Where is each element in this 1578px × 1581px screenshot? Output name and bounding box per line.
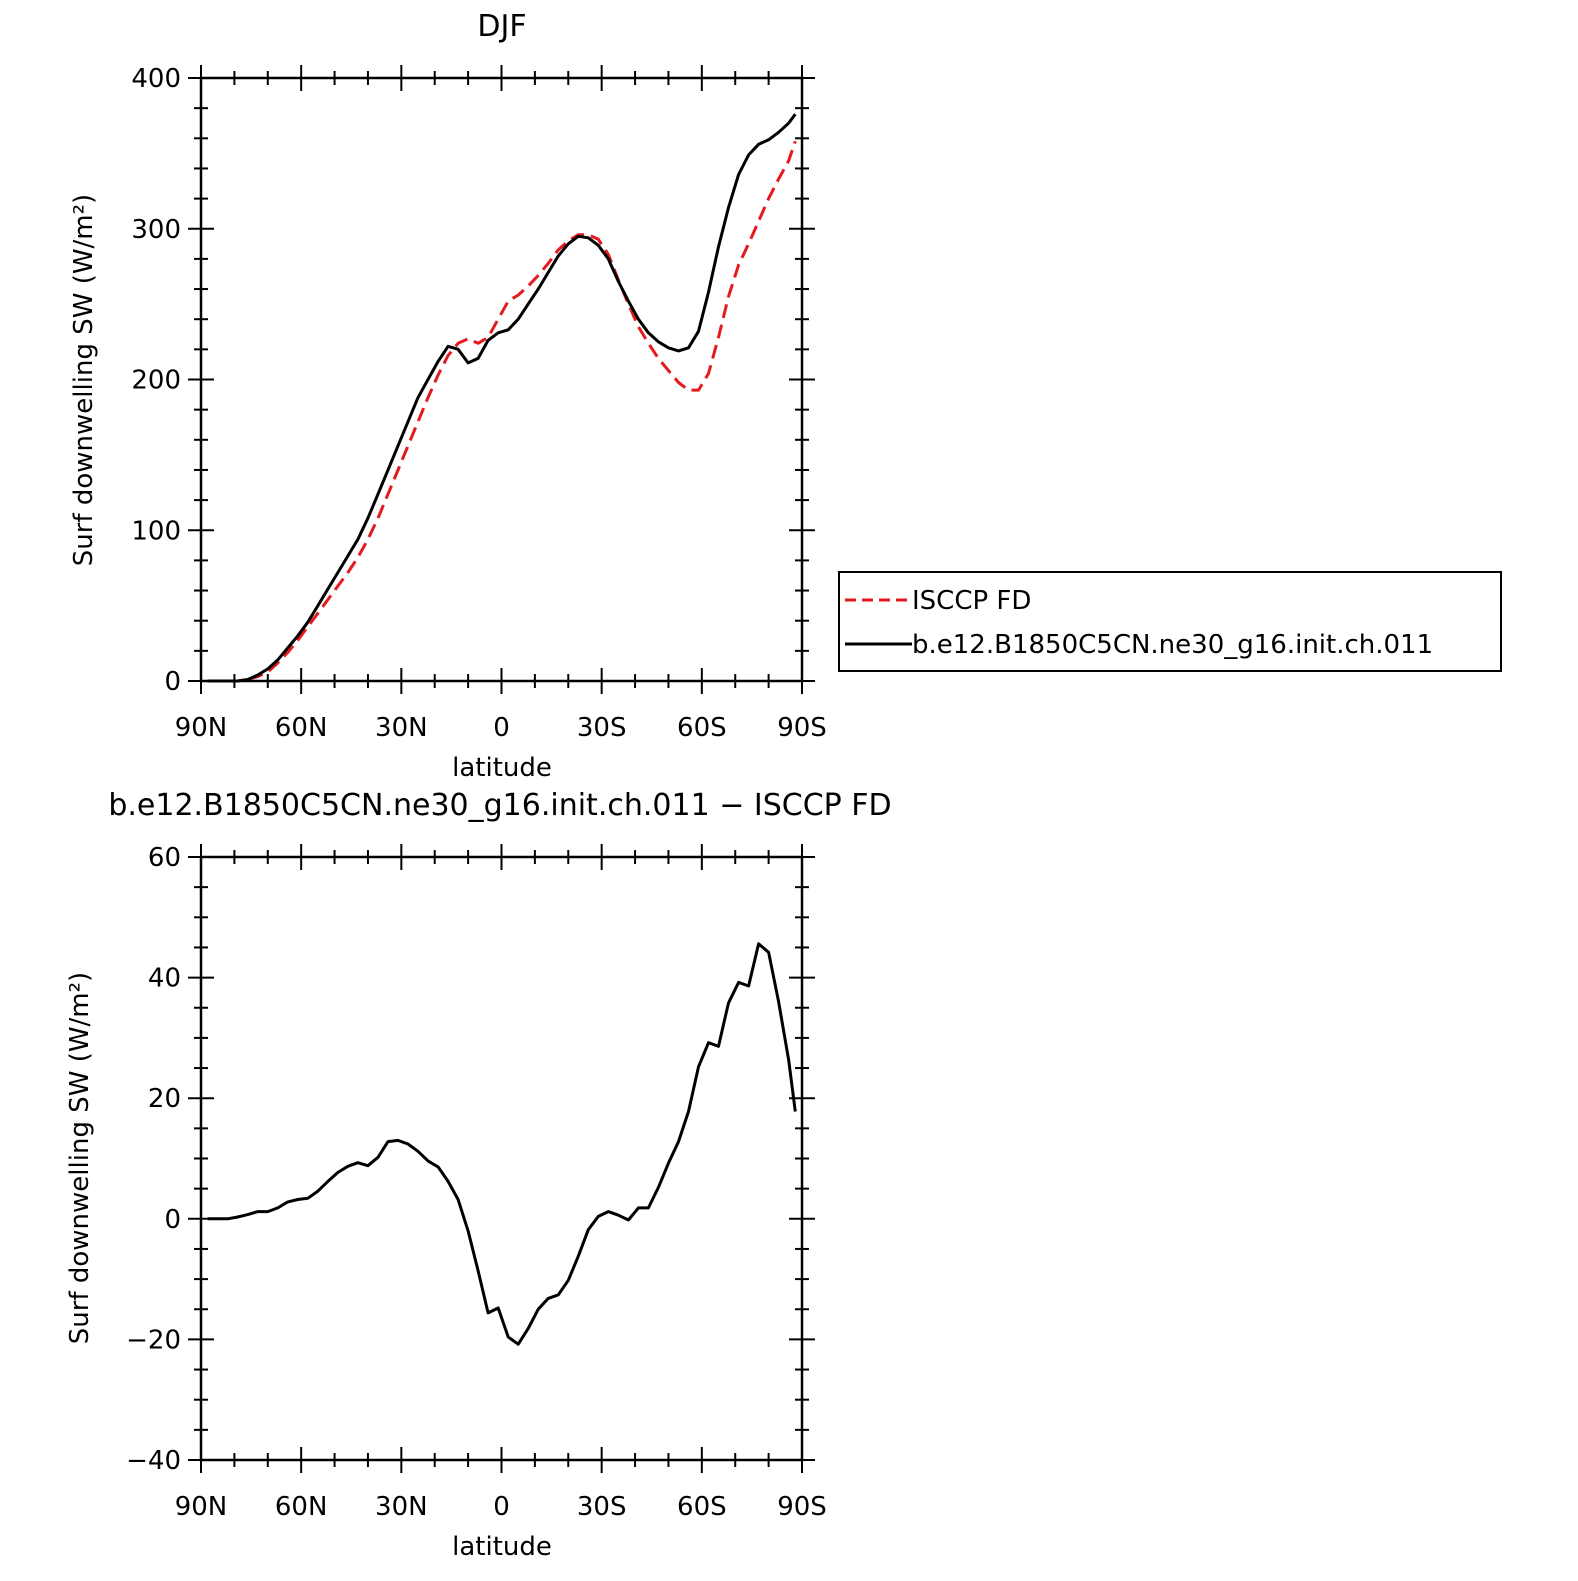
x-tick-label: 60S	[677, 1492, 727, 1522]
x-tick-label: 30S	[577, 1492, 627, 1522]
y-tick-label: 400	[131, 64, 181, 94]
legend: ISCCP FD b.e12.B1850C5CN.ne30_g16.init.c…	[838, 571, 1502, 672]
x-tick-label: 0	[493, 713, 510, 743]
x-tick-label: 60N	[275, 1492, 328, 1522]
legend-box	[838, 571, 1502, 672]
bottom-series-group	[207, 942, 797, 1346]
y-tick-label: 20	[148, 1084, 181, 1114]
series-line-model	[207, 113, 797, 683]
y-tick-label: −40	[126, 1446, 181, 1476]
x-tick-label: 60N	[275, 713, 328, 743]
y-tick-label: 0	[164, 667, 181, 697]
top-plot-frame	[199, 76, 804, 683]
top-ticks	[188, 65, 815, 694]
bottom-x-tick-labels: 90N 60N 30N 0 30S 60S 90S	[175, 1492, 827, 1522]
x-tick-label: 90S	[777, 1492, 827, 1522]
top-y-tick-labels: 0 100 200 300 400	[131, 64, 181, 697]
x-tick-label: 30S	[577, 713, 627, 743]
series-line-obs	[207, 140, 797, 683]
y-tick-label: 200	[131, 366, 181, 396]
x-tick-label: 30N	[375, 1492, 428, 1522]
top-panel: DJF 0 100 200 300 400 90N 60N 30N 0 30S 60S 90S la…	[69, 9, 827, 783]
bottom-y-tick-labels: −40 −20 0 20 40 60	[126, 843, 181, 1476]
legend-label-obs: ISCCP FD	[912, 586, 1031, 616]
y-tick-label: 0	[164, 1205, 181, 1235]
x-tick-label: 30N	[375, 713, 428, 743]
y-tick-label: 300	[131, 215, 181, 245]
x-tick-label: 90S	[777, 713, 827, 743]
top-plot-title: DJF	[477, 9, 526, 44]
x-tick-label: 90N	[175, 713, 228, 743]
bottom-plot-frame	[199, 855, 804, 1462]
series-line-model	[207, 942, 797, 1346]
x-tick-label: 0	[493, 1492, 510, 1522]
y-tick-label: −20	[126, 1325, 181, 1355]
x-tick-label: 60S	[677, 713, 727, 743]
bottom-x-axis-label: latitude	[452, 1532, 552, 1562]
bottom-panel: b.e12.B1850C5CN.ne30_g16.init.ch.011 − I…	[65, 788, 892, 1562]
bottom-ticks	[188, 844, 815, 1473]
top-x-tick-labels: 90N 60N 30N 0 30S 60S 90S	[175, 713, 827, 743]
bottom-y-axis-label: Surf downwelling SW (W/m²)	[65, 972, 95, 1344]
y-tick-label: 40	[148, 964, 181, 994]
x-tick-label: 90N	[175, 1492, 228, 1522]
legend-label-model: b.e12.B1850C5CN.ne30_g16.init.ch.011	[912, 630, 1433, 660]
y-tick-label: 100	[131, 516, 181, 546]
bottom-plot-title: b.e12.B1850C5CN.ne30_g16.init.ch.011 − I…	[108, 788, 891, 823]
top-series-group	[207, 113, 797, 683]
y-tick-label: 60	[148, 843, 181, 873]
top-x-axis-label: latitude	[452, 753, 552, 783]
top-y-axis-label: Surf downwelling SW (W/m²)	[69, 194, 99, 566]
